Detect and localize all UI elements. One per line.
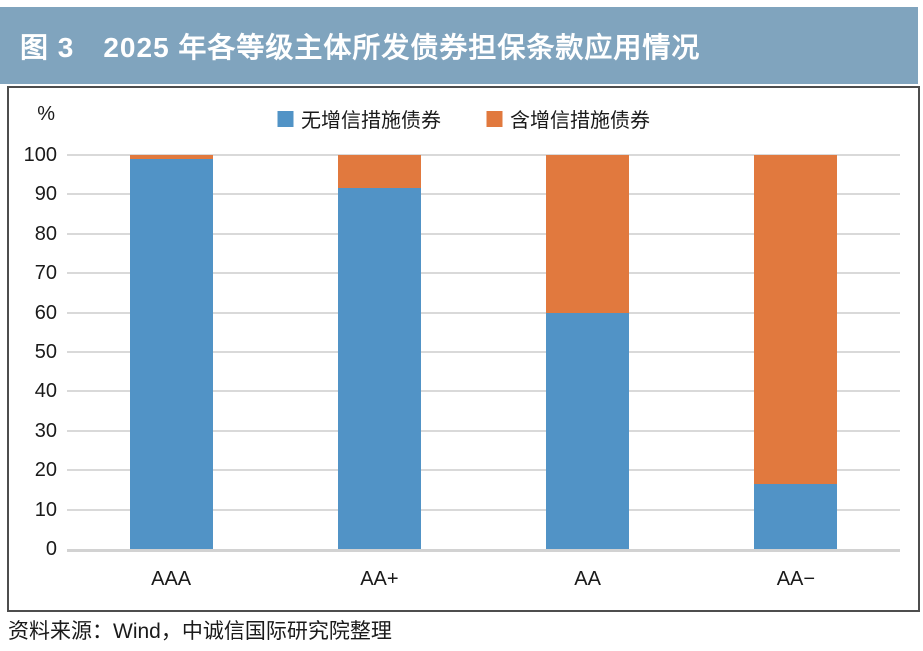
y-tick-label-0: 0 xyxy=(45,538,57,560)
bar-AA+-无增信措施债券 xyxy=(337,188,421,549)
x-axis-label-AA+: AA+ xyxy=(360,568,399,590)
plot-area: 0 10 20 30 40 50 60 70 80 90 100 AAA AA+ AA AA− xyxy=(24,144,900,590)
bar-AA+-含增信措施债券 xyxy=(337,155,421,189)
gridline-100 xyxy=(67,154,900,156)
x-axis-label-AA−: AA− xyxy=(776,568,816,590)
bar-AA-无增信措施债券 xyxy=(546,312,630,549)
bar-AA-含增信措施债券 xyxy=(546,155,630,313)
bar-AA−-含增信措施债券 xyxy=(754,155,838,484)
bar-AAA-含增信措施债券 xyxy=(129,155,213,159)
gridline-80 xyxy=(67,232,900,235)
x-axis-line xyxy=(67,549,900,552)
gridline-90 xyxy=(67,193,900,196)
gridline-50 xyxy=(67,351,900,353)
chart-container: % 无增信措施债券 含增信措施债券 0 10 20 30 40 50 60 70 80 90 100 A… xyxy=(7,86,920,612)
gridline-10 xyxy=(67,508,900,511)
gridline-70 xyxy=(67,272,900,275)
x-axis-label-AA: AA xyxy=(574,568,601,590)
x-axis-label-AAA: AAA xyxy=(151,568,192,590)
y-tick-label-20: 20 xyxy=(34,459,57,482)
gridline-40 xyxy=(67,390,900,393)
legend-item: 无增信措施债券 xyxy=(277,104,441,133)
legend-swatch xyxy=(486,110,502,127)
legend-label: 无增信措施债券 xyxy=(301,110,441,132)
legend-label: 含增信措施债券 xyxy=(510,110,650,132)
y-tick-label-50: 50 xyxy=(34,341,57,363)
legend-item: 含增信措施债券 xyxy=(486,104,650,133)
legend-swatch xyxy=(277,110,293,127)
chart-legend: 无增信措施债券 含增信措施债券 xyxy=(277,104,650,133)
gridline-60 xyxy=(67,311,900,314)
gridline-20 xyxy=(67,469,900,472)
y-tick-label-60: 60 xyxy=(34,301,57,324)
y-tick-label-70: 70 xyxy=(34,262,57,285)
y-tick-label-30: 30 xyxy=(34,419,57,442)
y-tick-label-100: 100 xyxy=(23,144,57,166)
source-note: 资料来源：Wind，中诚信国际研究院整理 xyxy=(8,620,392,643)
y-tick-label-80: 80 xyxy=(34,222,57,245)
y-tick-label-90: 90 xyxy=(34,183,57,206)
bar-AA−-无增信措施债券 xyxy=(754,483,838,549)
y-tick-label-10: 10 xyxy=(34,498,57,521)
y-axis-unit-label: % xyxy=(37,103,55,125)
gridline-30 xyxy=(67,429,900,432)
bar-AAA-无增信措施债券 xyxy=(129,158,213,549)
figure-title: 图 3 2025 年各等级主体所发债券担保条款应用情况 xyxy=(20,31,701,63)
figure-header: 图 3 2025 年各等级主体所发债券担保条款应用情况 xyxy=(0,7,918,84)
y-tick-label-40: 40 xyxy=(34,380,57,403)
